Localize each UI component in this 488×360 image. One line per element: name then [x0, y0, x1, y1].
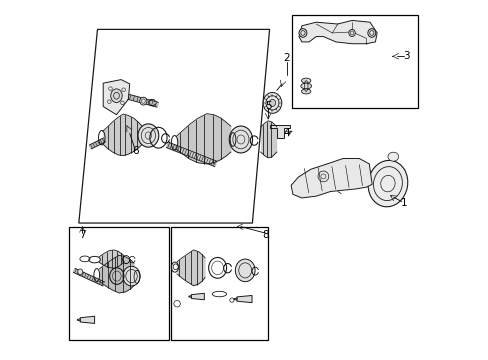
Polygon shape [80, 316, 94, 323]
Ellipse shape [229, 126, 252, 153]
Ellipse shape [235, 259, 255, 282]
Ellipse shape [348, 30, 355, 37]
Bar [171, 226, 267, 339]
Polygon shape [237, 296, 251, 303]
Ellipse shape [78, 269, 82, 275]
Ellipse shape [269, 99, 275, 107]
Ellipse shape [122, 266, 140, 286]
Bar [69, 226, 169, 339]
Ellipse shape [263, 93, 281, 113]
Ellipse shape [367, 29, 375, 37]
Ellipse shape [140, 97, 147, 105]
Polygon shape [77, 319, 80, 321]
Text: 6: 6 [132, 146, 138, 156]
Polygon shape [298, 21, 376, 44]
Text: 4: 4 [283, 129, 289, 138]
Ellipse shape [301, 78, 310, 83]
Polygon shape [269, 125, 290, 138]
Text: 7: 7 [79, 230, 85, 239]
Ellipse shape [387, 152, 398, 161]
Text: 1: 1 [400, 198, 406, 208]
Polygon shape [233, 298, 237, 300]
Text: 2: 2 [283, 53, 289, 63]
Text: 5: 5 [264, 101, 271, 111]
Polygon shape [290, 158, 371, 198]
Ellipse shape [138, 124, 159, 147]
Ellipse shape [301, 89, 310, 94]
Polygon shape [166, 142, 216, 167]
Bar [292, 15, 418, 108]
Text: 8: 8 [262, 230, 268, 239]
Polygon shape [103, 80, 129, 115]
Ellipse shape [367, 160, 407, 207]
Polygon shape [188, 296, 191, 297]
Polygon shape [73, 269, 104, 286]
Ellipse shape [298, 29, 306, 37]
Polygon shape [191, 293, 204, 300]
Polygon shape [89, 138, 105, 149]
Ellipse shape [300, 83, 311, 89]
Polygon shape [127, 94, 158, 107]
Text: 3: 3 [403, 51, 409, 61]
Ellipse shape [110, 89, 122, 103]
